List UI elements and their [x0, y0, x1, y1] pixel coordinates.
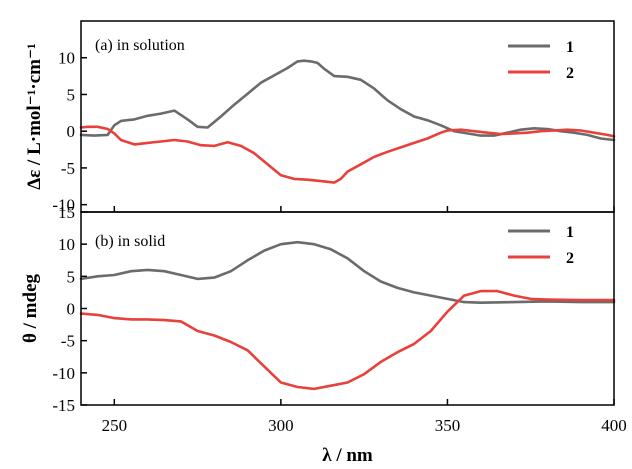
panel-b-label: (b) in solid [95, 233, 165, 250]
panel-a-legend: 1 2 [508, 39, 574, 82]
panel-a-ytick-label: -10 [52, 196, 75, 215]
panel-b-ylabel: θ / mdeg [20, 273, 41, 343]
x-tick-label: 350 [435, 416, 461, 435]
panel-b-series [79, 240, 616, 391]
x-tick-label: 250 [102, 416, 128, 435]
panel-b-ticks: -15 -10 -5 0 5 10 15 250 300 350 400 [52, 203, 626, 435]
panel-a-ticks: -10 -5 0 5 10 [52, 49, 615, 215]
panel-b-ytick-label: -5 [61, 332, 75, 351]
panel-a-ylabel: Δε / L·mol⁻¹·cm⁻¹ [24, 43, 45, 189]
legend-a-label-2: 2 [566, 65, 574, 82]
panel-a-solution: -10 -5 0 5 10 (a) in solution Δε / L·mol⁻¹·c… [24, 20, 616, 215]
panel-a-ytick-label: 5 [67, 85, 76, 104]
x-tick-label: 300 [268, 416, 294, 435]
panel-b-ytick-label: 15 [58, 203, 75, 222]
panel-b-ytick-label: -15 [52, 396, 75, 415]
panel-a-ytick-label: -5 [61, 159, 75, 178]
panel-b-series-1-line [79, 240, 616, 304]
panel-b-legend: 1 2 [508, 224, 574, 267]
panel-a-ytick-label: 10 [58, 49, 75, 68]
legend-b-label-1: 1 [566, 224, 574, 241]
panel-b-ytick-label: 0 [67, 300, 76, 319]
panel-b-frame [80, 211, 615, 406]
panel-b-ytick-label: 5 [67, 267, 76, 286]
panel-a-series-2-line [79, 125, 616, 184]
legend-a-label-1: 1 [566, 39, 574, 56]
panel-a-series [79, 59, 616, 184]
x-axis-title: λ / nm [322, 445, 373, 466]
panel-a-series-1-line [79, 59, 616, 142]
panel-a-ytick-label: 0 [67, 122, 76, 141]
panel-b-ytick-label: -10 [52, 364, 75, 383]
panel-b-series-2-line [79, 289, 616, 391]
x-tick-label: 400 [601, 416, 627, 435]
panel-b-ytick-label: 10 [58, 235, 75, 254]
panel-a-label: (a) in solution [95, 37, 185, 54]
legend-b-label-2: 2 [566, 250, 574, 267]
